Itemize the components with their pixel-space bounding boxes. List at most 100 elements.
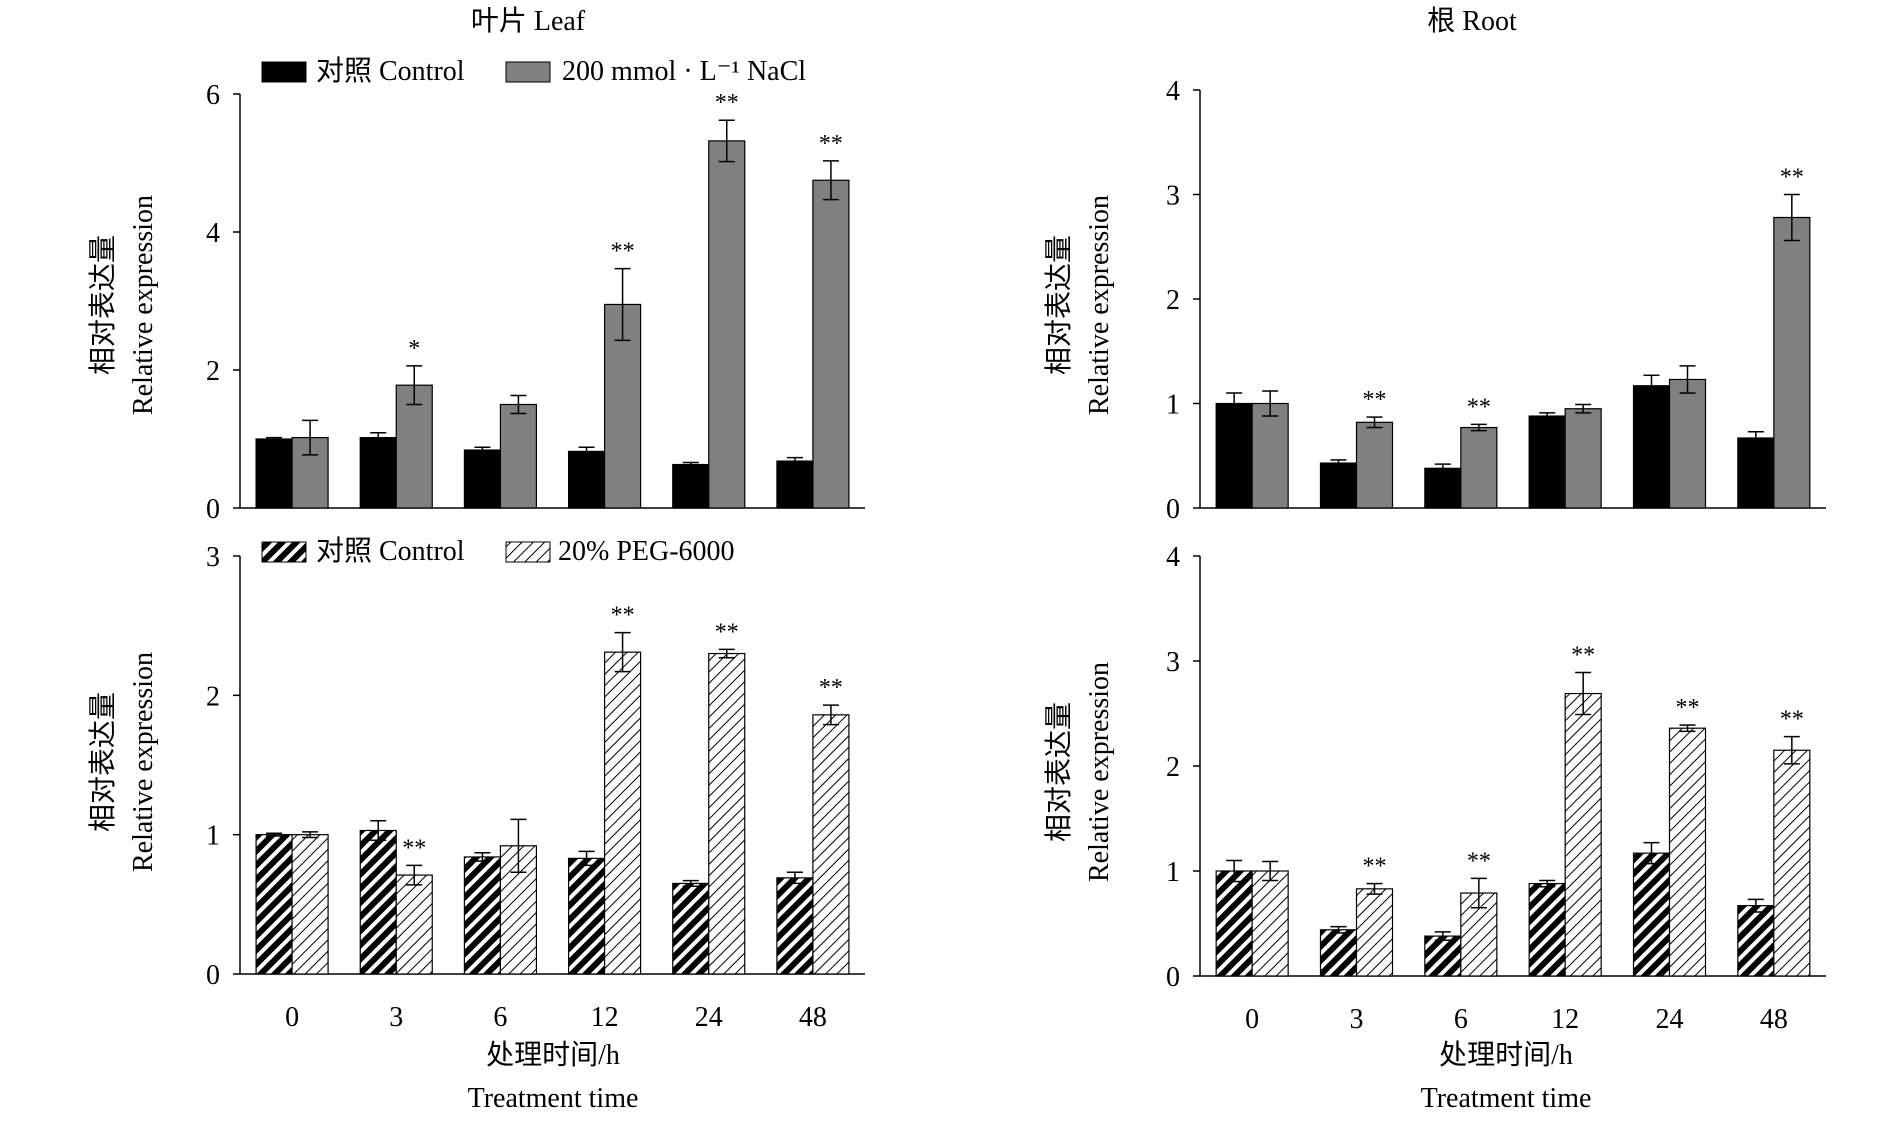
treatment-bar (1355, 421, 1394, 509)
control-bar (255, 834, 293, 975)
treatment-bar (1355, 888, 1394, 977)
treatment-bar (291, 834, 329, 975)
control-bar (776, 877, 814, 975)
treatment-bar (499, 403, 538, 509)
ylabel-en: Relative expression (128, 652, 159, 872)
control-bar (1528, 415, 1566, 509)
legend-label-control: 对照 Control (316, 55, 465, 87)
x-tick-label: 24 (695, 1002, 723, 1033)
legend-swatch-peg (505, 541, 551, 563)
y-tick-label: 0 (1166, 962, 1180, 993)
significance-label: ** (715, 619, 739, 645)
ylabel-en: Relative expression (128, 195, 159, 415)
control-bar (359, 437, 397, 509)
xlabel-root-zh: 处理时间/h (1439, 1039, 1573, 1071)
treatment-bar (1251, 870, 1289, 977)
y-tick-label: 3 (1166, 647, 1180, 678)
x-tick-label: 48 (1760, 1004, 1788, 1035)
significance-label: ** (1780, 707, 1804, 733)
control-bar (672, 463, 710, 509)
x-tick-label: 0 (285, 1002, 299, 1033)
ylabel-zh: 相对表达量 (87, 692, 119, 832)
control-bar (255, 438, 293, 509)
x-tick-label: 48 (799, 1002, 827, 1033)
significance-label: ** (1676, 695, 1700, 721)
treatment-bar (1564, 408, 1602, 509)
legend-label-peg-control: 对照 Control (316, 535, 465, 567)
legend-nacl: 对照 Control 200 mmol · L⁻¹ NaCl (261, 55, 806, 87)
y-tick-label: 3 (206, 542, 220, 573)
control-bar (672, 882, 710, 975)
legend-label-peg: 20% PEG-6000 (558, 536, 735, 567)
y-tick-label: 4 (1166, 542, 1180, 573)
control-bar (1215, 870, 1253, 977)
control-bar (1632, 385, 1671, 509)
treatment-bar (1668, 378, 1707, 509)
chart-root-nacl: 0 1 2 3 4 ** ** ** (1166, 76, 1826, 525)
control-bar (1424, 467, 1462, 509)
treatment-bar (395, 874, 433, 975)
x-tick-label: 6 (493, 1002, 507, 1033)
y-tick-label: 0 (206, 960, 220, 991)
ylabel-en: Relative expression (1084, 195, 1115, 415)
significance-label: ** (1363, 387, 1387, 413)
treatment-bar (1668, 727, 1707, 977)
y-tick-label: 2 (206, 681, 220, 712)
y-tick-label: 2 (1166, 752, 1180, 783)
significance-label: ** (1467, 848, 1491, 874)
significance-label: ** (1467, 394, 1491, 420)
ylabel-zh: 相对表达量 (1043, 702, 1075, 842)
x-tick-label: 6 (1454, 1004, 1468, 1035)
legend-swatch-control (261, 61, 307, 83)
control-bar (1424, 935, 1462, 977)
y-tick-label: 6 (206, 80, 220, 111)
leaf-panel-title: 叶片 Leaf (471, 5, 586, 37)
xlabel-root-en: Treatment time (1421, 1083, 1592, 1114)
ylabel-root-top: 相对表达量 Relative expression (1043, 195, 1115, 415)
significance-label: ** (402, 835, 426, 861)
treatment-bar (1773, 216, 1811, 509)
ylabel-root-bottom: 相对表达量 Relative expression (1043, 662, 1115, 882)
control-bar (776, 460, 814, 509)
treatment-bar (395, 384, 433, 509)
treatment-bar (1460, 426, 1498, 509)
significance-label: ** (819, 131, 843, 157)
y-tick-label: 4 (206, 218, 220, 249)
y-tick-label: 0 (1166, 494, 1180, 525)
legend-swatch-nacl (505, 61, 551, 83)
treatment-bar (603, 651, 642, 975)
y-tick-label: 1 (206, 821, 220, 852)
ylabel-leaf-bottom: 相对表达量 Relative expression (87, 652, 159, 872)
significance-label: ** (611, 603, 635, 629)
significance-label: ** (1363, 854, 1387, 880)
control-bar (1319, 462, 1358, 509)
treatment-bar (1564, 692, 1602, 977)
x-tick-label: 12 (591, 1002, 619, 1033)
treatment-bar (812, 714, 850, 975)
treatment-bar (708, 140, 746, 509)
significance-label: ** (819, 675, 843, 701)
treatment-bar (708, 652, 746, 975)
control-bar (567, 857, 606, 975)
legend-label-nacl: 200 mmol · L⁻¹ NaCl (562, 56, 806, 87)
y-tick-label: 2 (1166, 285, 1180, 316)
control-bar (1632, 852, 1671, 977)
xlabel-leaf-zh: 处理时间/h (486, 1039, 620, 1071)
control-bar (463, 856, 502, 975)
significance-label: ** (715, 90, 739, 116)
control-bar (1215, 402, 1253, 509)
root-panel-title: 根 Root (1427, 5, 1517, 37)
y-tick-label: 1 (1166, 390, 1180, 421)
legend-peg: 对照 Control 20% PEG-6000 (261, 535, 735, 567)
control-bar (1528, 882, 1566, 977)
control-bar (359, 829, 397, 975)
control-bar (1319, 929, 1358, 977)
y-tick-label: 3 (1166, 181, 1180, 212)
significance-label: ** (1571, 643, 1595, 669)
y-tick-label: 4 (1166, 76, 1180, 107)
control-bar (1737, 905, 1775, 977)
